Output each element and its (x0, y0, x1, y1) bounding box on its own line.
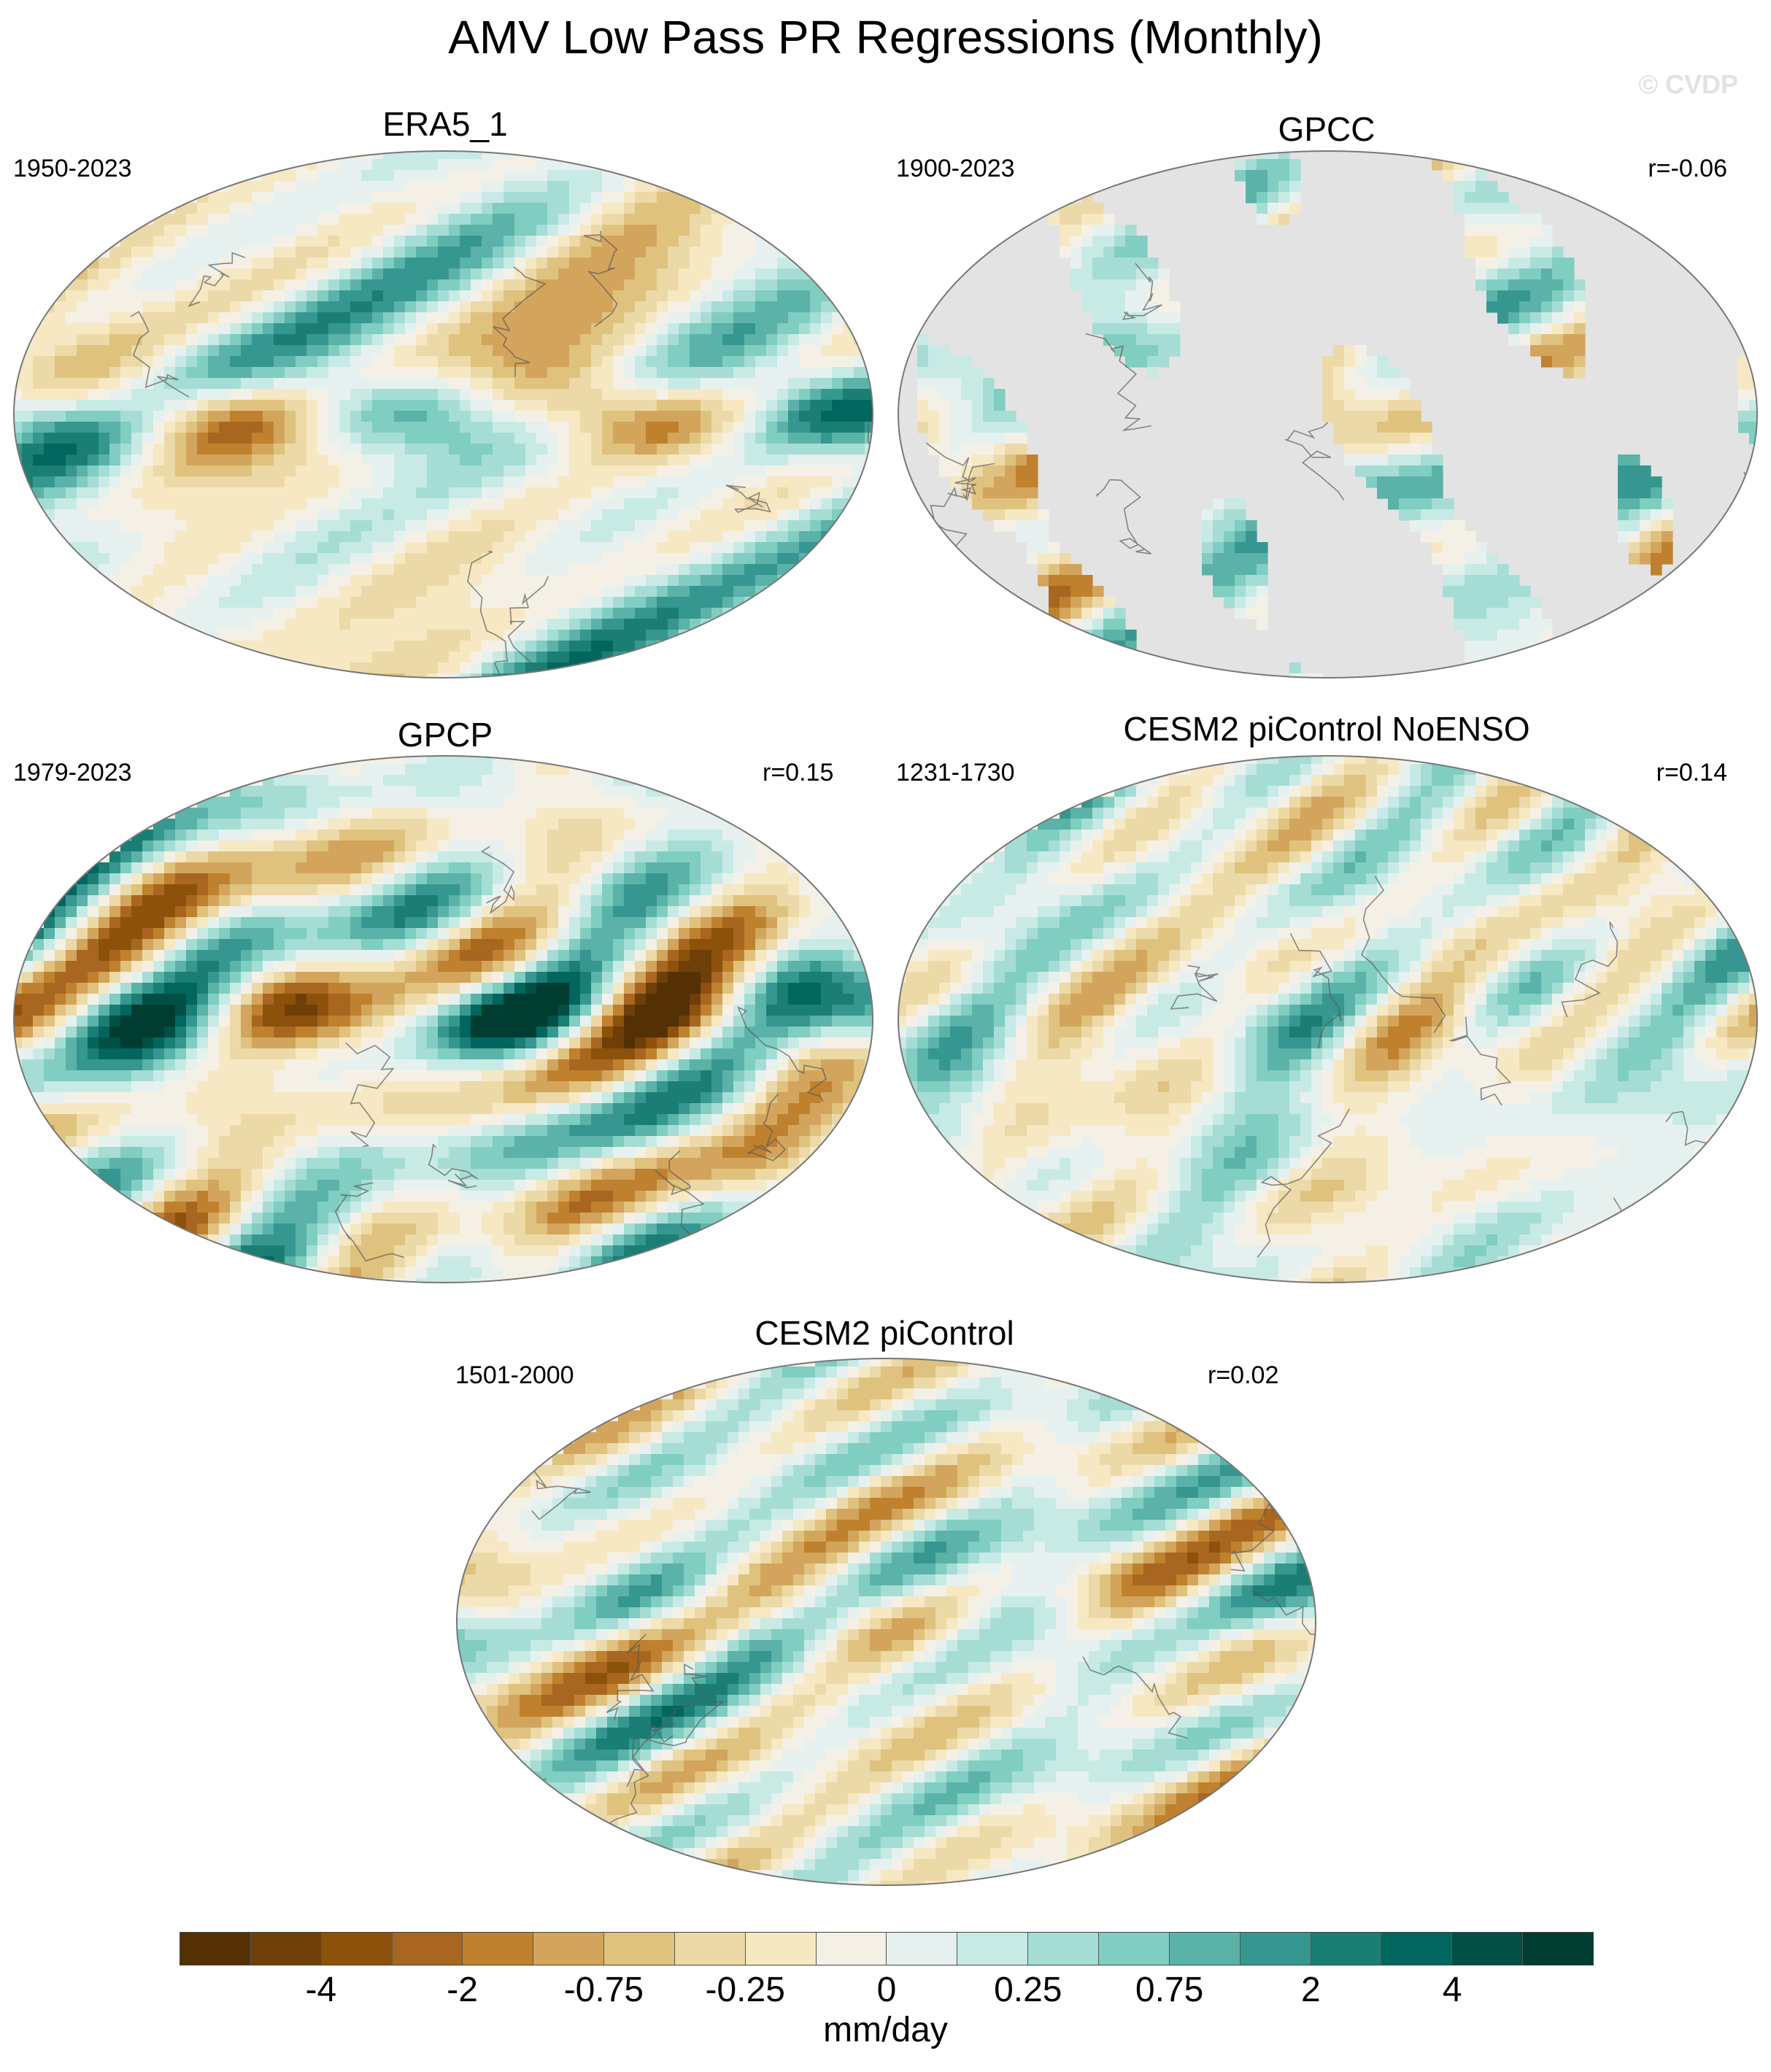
colorbar-bin (1028, 1933, 1099, 1965)
period-label-cesm2: 1501-2000 (455, 1361, 574, 1389)
colorbar-bin (1381, 1933, 1453, 1965)
colorbar-bin (1169, 1933, 1241, 1965)
colorbar-bin (816, 1933, 887, 1965)
r-value-gpcp: r=0.15 (763, 759, 834, 786)
period-label-era5: 1950-2023 (13, 155, 132, 182)
map-cesm2-noenso (898, 755, 1758, 1283)
panel-title-cesm2-noenso: CESM2 piControl NoENSO (1123, 710, 1530, 748)
map-gpcp (13, 755, 873, 1283)
panel-title-gpcc: GPCC (1278, 110, 1375, 148)
map-cesm2 (456, 1358, 1316, 1886)
colorbar-tick-label: 0 (876, 1971, 897, 2009)
colorbar-bin (180, 1933, 251, 1965)
colorbar-bin (321, 1933, 393, 1965)
colorbar-bin (745, 1933, 817, 1965)
colorbar-bin (463, 1933, 534, 1965)
panel-title-gpcp: GPCP (397, 716, 493, 754)
r-value-cesm2: r=0.02 (1208, 1361, 1279, 1389)
colorbar (180, 1932, 1594, 1965)
period-label-cesm2-noenso: 1231-1730 (896, 759, 1015, 786)
cvdp-watermark: © CVDP (1638, 69, 1738, 99)
colorbar-bin (957, 1933, 1029, 1965)
colorbar-bin (1523, 1933, 1593, 1965)
colorbar-units: mm/day (823, 2011, 948, 2049)
colorbar-bin (392, 1933, 463, 1965)
colorbar-tick-label: 2 (1301, 1971, 1321, 2009)
colorbar-bin (1311, 1933, 1382, 1965)
colorbar-bin (250, 1933, 322, 1965)
r-value-gpcc: r=-0.06 (1648, 155, 1727, 182)
map-gpcc (898, 150, 1758, 679)
colorbar-tick-label: -4 (305, 1971, 337, 2009)
colorbar-tick-label: -2 (447, 1971, 478, 2009)
r-value-cesm2-noenso: r=0.14 (1656, 759, 1727, 786)
colorbar-tick-label: -0.25 (705, 1971, 785, 2009)
figure-title: AMV Low Pass PR Regressions (Monthly) (448, 11, 1323, 63)
colorbar-bin (1098, 1933, 1170, 1965)
colorbar-bin (533, 1933, 605, 1965)
colorbar-tick-label: 0.25 (994, 1971, 1062, 2009)
colorbar-tick-label: -0.75 (563, 1971, 644, 2009)
period-label-gpcc: 1900-2023 (896, 155, 1015, 182)
colorbar-bin (887, 1933, 958, 1965)
colorbar-bin (1240, 1933, 1311, 1965)
colorbar-tick-label: 0.75 (1135, 1971, 1204, 2009)
colorbar-bin (1452, 1933, 1524, 1965)
map-era5 (13, 150, 873, 679)
period-label-gpcp: 1979-2023 (13, 759, 132, 786)
colorbar-bin (674, 1933, 746, 1965)
panel-title-era5: ERA5_1 (382, 105, 508, 143)
colorbar-bin (604, 1933, 675, 1965)
panel-title-cesm2: CESM2 piControl (755, 1314, 1014, 1352)
colorbar-tick-label: 4 (1442, 1971, 1462, 2009)
